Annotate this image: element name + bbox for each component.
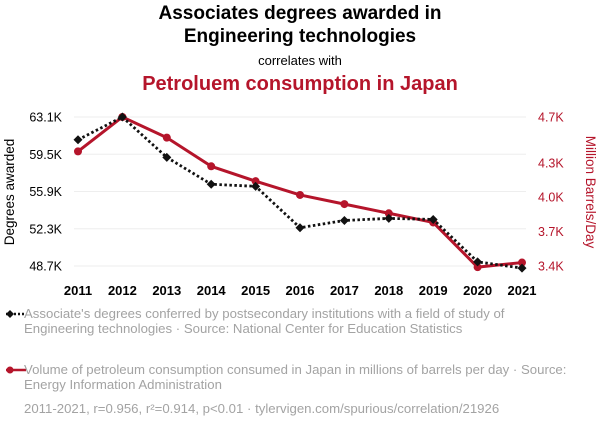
degrees-point [384, 213, 394, 223]
left-tick-label: 48.7K [29, 260, 62, 274]
legend-text-degrees: Associate's degrees conferred by postsec… [24, 306, 505, 336]
x-axis-ticks: 2011 2012 2013 2014 2015 2016 2017 2018 2019 2020… [64, 283, 537, 298]
petroleum-point [340, 200, 349, 209]
right-tick-label: 4.0K [538, 191, 564, 205]
correlation-footer: 2011-2021, r=0.956, r²=0.914, p<0.01 · t… [24, 401, 500, 416]
left-tick-label: 52.3K [29, 222, 62, 236]
x-tick-label: 2013 [152, 283, 181, 298]
degrees-point [117, 112, 127, 122]
title-line-2: Engineering technologies [183, 26, 417, 47]
series-degrees [73, 112, 527, 273]
line-chart: 63.1K 59.5K 55.9K 52.3K 48.7K 4.7K 4.3K 4.0K 3.… [2, 111, 598, 299]
right-tick-label: 4.3K [538, 156, 564, 170]
dotted-line-diamond-icon [6, 310, 26, 318]
degrees-point [73, 135, 83, 145]
degrees-point [473, 257, 483, 267]
x-tick-label: 2018 [374, 283, 403, 298]
degrees-point [428, 214, 438, 224]
degrees-point [517, 263, 527, 273]
legend-item-degrees: Associate's degrees conferred by postsec… [6, 306, 596, 354]
degrees-point [206, 179, 216, 189]
right-tick-label: 3.4K [538, 260, 564, 274]
petroleum-point [207, 162, 216, 171]
line-circle-icon [6, 366, 26, 374]
x-tick-label: 2012 [108, 283, 137, 298]
x-tick-label: 2015 [241, 283, 270, 298]
chart-title: Associates degrees awarded in Engineerin… [0, 2, 600, 98]
x-tick-label: 2020 [463, 283, 492, 298]
right-axis-ticks: 4.7K 4.3K 4.0K 3.7K 3.4K [538, 111, 564, 274]
x-tick-label: 2014 [197, 283, 227, 298]
x-tick-label: 2016 [286, 283, 315, 298]
left-tick-label: 63.1K [29, 111, 62, 125]
left-tick-label: 55.9K [29, 185, 62, 199]
petroleum-point [162, 133, 171, 142]
petroleum-point [518, 258, 526, 267]
left-tick-label: 59.5K [29, 148, 62, 162]
petroleum-point [296, 190, 304, 199]
legend-text-petroleum: Volume of petroleum consumption consumed… [24, 362, 567, 392]
degrees-point [295, 223, 305, 233]
degrees-point [339, 215, 349, 225]
title-line-1: Associates degrees awarded in [158, 3, 442, 24]
left-axis-ticks: 63.1K 59.5K 55.9K 52.3K 48.7K [29, 111, 62, 274]
legend-item-petroleum: Volume of petroleum consumption consumed… [6, 362, 596, 394]
correlates-with-text: correlates with [258, 53, 342, 68]
petroleum-point [251, 177, 260, 186]
right-axis-label: Million Barrels/Day [583, 136, 598, 249]
series-petroleum [74, 113, 526, 272]
left-axis-label: Degrees awarded [2, 139, 17, 246]
x-tick-label: 2017 [330, 283, 359, 298]
petroleum-point [384, 209, 393, 218]
degrees-point [251, 181, 261, 191]
petroleum-point [74, 147, 82, 156]
degrees-point [162, 152, 172, 162]
x-tick-label: 2011 [64, 283, 92, 298]
title-line-3: Petroluem consumption in Japan [142, 73, 458, 95]
right-tick-label: 3.7K [538, 225, 564, 239]
right-tick-label: 4.7K [538, 111, 564, 125]
x-tick-label: 2019 [419, 283, 448, 298]
petroleum-point [473, 263, 482, 272]
x-tick-label: 2021 [508, 283, 537, 298]
